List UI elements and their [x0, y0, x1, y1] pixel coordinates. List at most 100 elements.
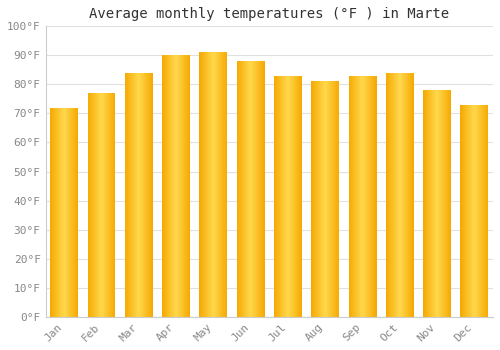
Bar	[434, 90, 435, 317]
Bar	[53, 108, 54, 317]
Bar	[77, 108, 78, 317]
Bar	[408, 73, 409, 317]
Bar	[163, 55, 164, 317]
Bar	[72, 108, 74, 317]
Bar	[388, 73, 390, 317]
Bar	[145, 73, 146, 317]
Bar	[298, 76, 299, 317]
Bar	[174, 55, 176, 317]
Bar	[215, 52, 216, 317]
Bar	[279, 76, 280, 317]
Bar	[186, 55, 188, 317]
Bar	[162, 55, 163, 317]
Bar	[361, 76, 362, 317]
Bar	[220, 52, 221, 317]
Bar	[424, 90, 425, 317]
Bar	[60, 108, 62, 317]
Bar	[362, 76, 363, 317]
Bar	[133, 73, 134, 317]
Bar	[364, 76, 366, 317]
Bar	[252, 61, 253, 317]
Bar	[476, 105, 477, 317]
Bar	[437, 90, 438, 317]
Bar	[368, 76, 369, 317]
Bar	[360, 76, 361, 317]
Bar	[314, 82, 315, 317]
Bar	[430, 90, 431, 317]
Bar	[428, 90, 430, 317]
Bar	[478, 105, 480, 317]
Bar	[277, 76, 278, 317]
Bar	[127, 73, 128, 317]
Bar	[471, 105, 472, 317]
Bar	[126, 73, 127, 317]
Bar	[338, 82, 339, 317]
Bar	[68, 108, 69, 317]
Bar	[316, 82, 317, 317]
Bar	[257, 61, 258, 317]
Bar	[466, 105, 468, 317]
Bar	[359, 76, 360, 317]
Bar	[107, 93, 108, 317]
Bar	[411, 73, 412, 317]
Bar	[200, 52, 201, 317]
Bar	[394, 73, 395, 317]
Bar	[323, 82, 324, 317]
Bar	[333, 82, 334, 317]
Bar	[400, 73, 401, 317]
Bar	[169, 55, 170, 317]
Bar	[138, 73, 139, 317]
Bar	[201, 52, 202, 317]
Bar	[425, 90, 426, 317]
Bar	[246, 61, 247, 317]
Bar	[109, 93, 110, 317]
Bar	[244, 61, 245, 317]
Bar	[278, 76, 279, 317]
Bar	[214, 52, 215, 317]
Bar	[320, 82, 321, 317]
Bar	[221, 52, 222, 317]
Bar	[406, 73, 407, 317]
Bar	[255, 61, 256, 317]
Bar	[90, 93, 91, 317]
Bar	[433, 90, 434, 317]
Bar	[182, 55, 183, 317]
Bar	[143, 73, 144, 317]
Bar	[128, 73, 129, 317]
Bar	[398, 73, 399, 317]
Bar	[371, 76, 372, 317]
Bar	[261, 61, 262, 317]
Bar	[150, 73, 152, 317]
Bar	[375, 76, 376, 317]
Bar	[63, 108, 64, 317]
Bar	[105, 93, 106, 317]
Bar	[245, 61, 246, 317]
Bar	[393, 73, 394, 317]
Bar	[224, 52, 226, 317]
Bar	[442, 90, 444, 317]
Bar	[435, 90, 436, 317]
Bar	[206, 52, 207, 317]
Bar	[139, 73, 140, 317]
Bar	[440, 90, 442, 317]
Title: Average monthly temperatures (°F ) in Marte: Average monthly temperatures (°F ) in Ma…	[89, 7, 450, 21]
Bar	[288, 76, 290, 317]
Bar	[321, 82, 322, 317]
Bar	[95, 93, 96, 317]
Bar	[296, 76, 297, 317]
Bar	[336, 82, 337, 317]
Bar	[369, 76, 370, 317]
Bar	[54, 108, 55, 317]
Bar	[58, 108, 59, 317]
Bar	[223, 52, 224, 317]
Bar	[108, 93, 109, 317]
Bar	[295, 76, 296, 317]
Bar	[92, 93, 93, 317]
Bar	[125, 73, 126, 317]
Bar	[165, 55, 166, 317]
Bar	[317, 82, 318, 317]
Bar	[114, 93, 115, 317]
Bar	[74, 108, 76, 317]
Bar	[112, 93, 114, 317]
Bar	[299, 76, 300, 317]
